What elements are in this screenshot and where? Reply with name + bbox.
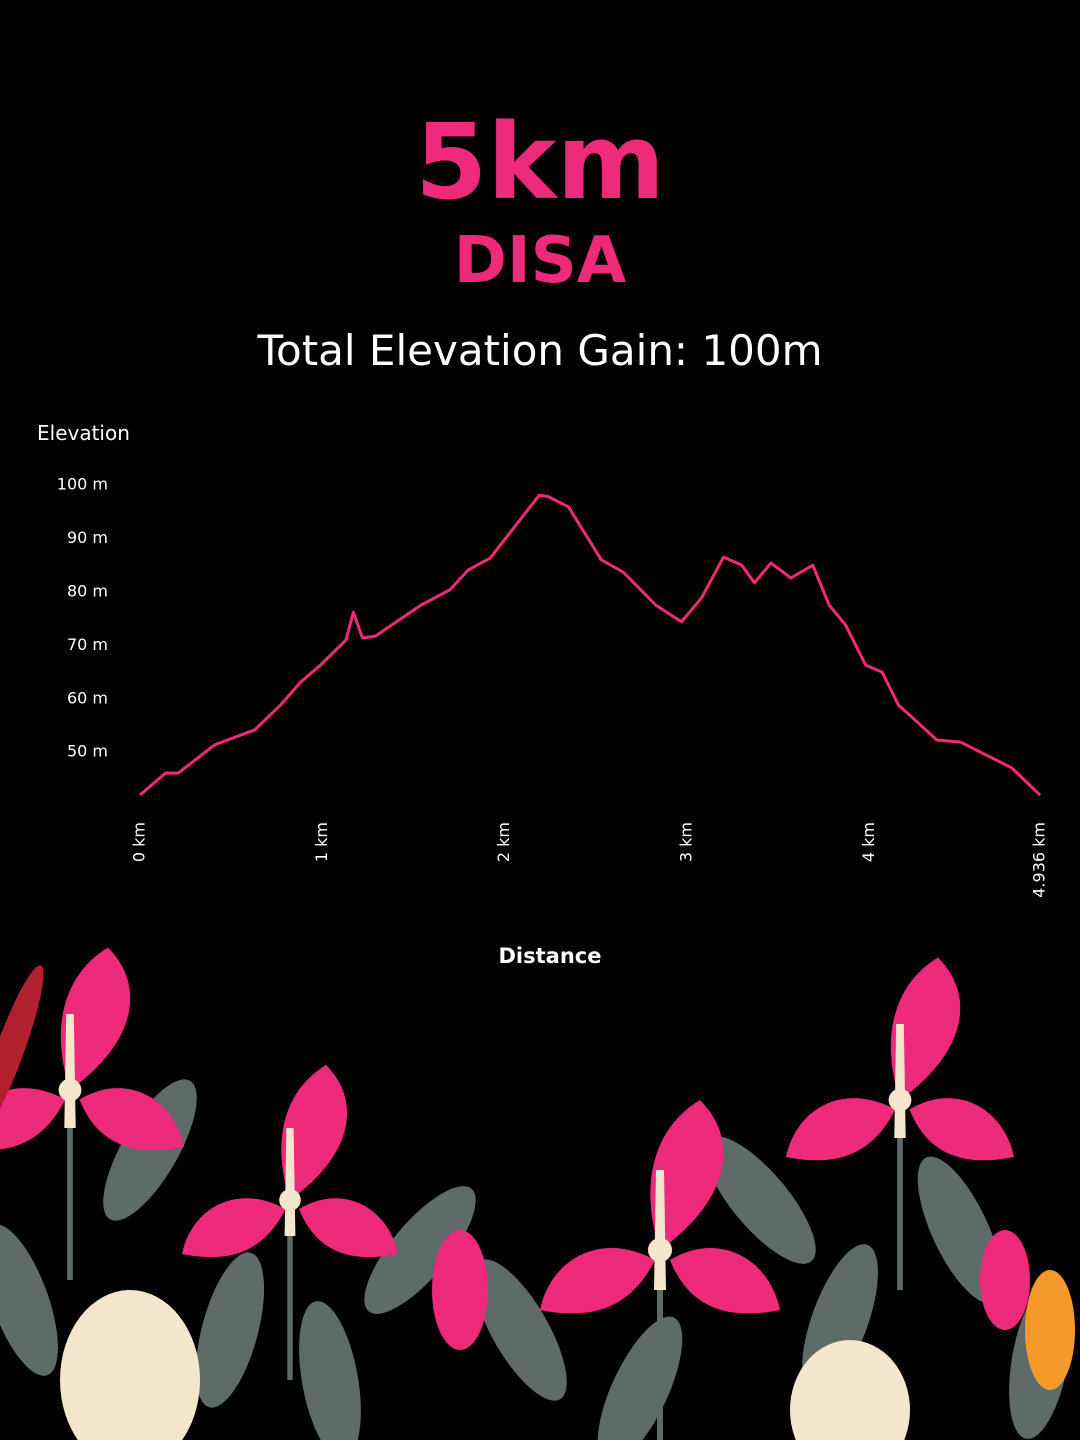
flower-decoration [0,948,1080,1440]
y-tick-label: 50 m [67,742,108,761]
elevation-line [139,493,1042,797]
x-tick-label: 1 km [312,822,331,862]
x-tick-label: 2 km [494,822,513,862]
x-tick-label: 4.936 km [1030,822,1049,898]
subtitle: DISA [454,224,627,298]
annotation: Total Elevation Gain: 100m [256,326,822,375]
y-axis-label: Elevation [37,421,130,445]
x-tick-label: 0 km [130,822,149,862]
y-tick-label: 100 m [57,475,108,494]
title: 5km [415,101,665,223]
y-tick-label: 60 m [67,688,108,707]
x-axis-label: Distance [499,944,602,968]
y-tick-label: 70 m [67,635,108,654]
x-tick-label: 4 km [859,822,878,862]
y-tick-label: 90 m [67,528,108,547]
y-tick-label: 80 m [67,581,108,600]
x-tick-label: 3 km [677,822,696,862]
plot: 50 m 60 m 70 m 80 m 90 m 100 m 0 km 1 km 2 km 3 k… [57,475,1049,898]
